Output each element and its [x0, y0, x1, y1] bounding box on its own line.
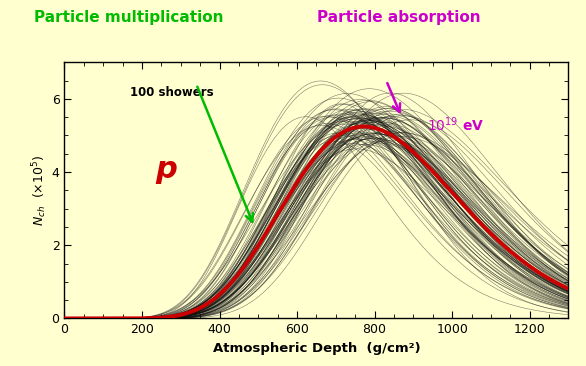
Text: p: p	[155, 154, 177, 183]
Y-axis label: $N_{ch}$  ($\times 10^5$): $N_{ch}$ ($\times 10^5$)	[30, 155, 49, 226]
X-axis label: Atmospheric Depth  (g/cm²): Atmospheric Depth (g/cm²)	[213, 342, 420, 355]
Text: Particle multiplication: Particle multiplication	[34, 10, 224, 25]
Text: 100 showers: 100 showers	[130, 86, 214, 98]
Text: Particle absorption: Particle absorption	[316, 10, 481, 25]
Text: $10^{19}$ eV: $10^{19}$ eV	[427, 116, 485, 134]
